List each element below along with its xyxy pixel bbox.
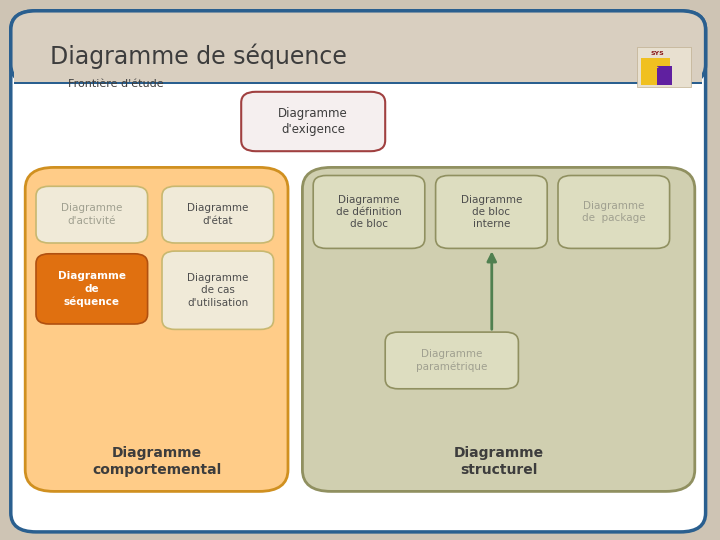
FancyBboxPatch shape bbox=[241, 92, 385, 151]
Text: Diagramme
d'activité: Diagramme d'activité bbox=[61, 204, 122, 226]
FancyBboxPatch shape bbox=[385, 332, 518, 389]
Bar bbox=[657, 66, 672, 85]
Text: Diagramme
d'exigence: Diagramme d'exigence bbox=[279, 107, 348, 136]
FancyBboxPatch shape bbox=[302, 167, 695, 491]
FancyBboxPatch shape bbox=[436, 176, 547, 248]
Bar bbox=[641, 58, 670, 85]
FancyBboxPatch shape bbox=[36, 254, 148, 324]
Bar bbox=[14, 82, 702, 84]
FancyBboxPatch shape bbox=[11, 11, 706, 84]
Text: Diagramme
de définition
de bloc: Diagramme de définition de bloc bbox=[336, 194, 402, 230]
Text: SYS: SYS bbox=[650, 51, 665, 56]
FancyBboxPatch shape bbox=[36, 186, 148, 243]
FancyBboxPatch shape bbox=[11, 11, 706, 532]
Text: Diagramme
de cas
d'utilisation: Diagramme de cas d'utilisation bbox=[187, 273, 248, 308]
Text: Frontière d'étude: Frontière d'étude bbox=[68, 79, 164, 89]
Text: Diagramme
de  package: Diagramme de package bbox=[582, 201, 646, 223]
Bar bbox=[14, 70, 702, 84]
FancyBboxPatch shape bbox=[558, 176, 670, 248]
Text: Diagramme de séquence: Diagramme de séquence bbox=[50, 44, 347, 70]
Bar bbox=[637, 47, 691, 87]
FancyBboxPatch shape bbox=[162, 186, 274, 243]
FancyBboxPatch shape bbox=[25, 167, 288, 491]
FancyBboxPatch shape bbox=[313, 176, 425, 248]
FancyBboxPatch shape bbox=[162, 251, 274, 329]
Text: Diagramme
comportemental: Diagramme comportemental bbox=[92, 446, 221, 477]
Text: Diagramme
structurel: Diagramme structurel bbox=[454, 446, 544, 477]
Text: ML: ML bbox=[645, 62, 658, 70]
Bar bbox=[14, 78, 702, 86]
Text: Diagramme
d'état: Diagramme d'état bbox=[187, 204, 248, 226]
Text: Diagramme
de bloc
interne: Diagramme de bloc interne bbox=[461, 194, 522, 230]
Text: Diagramme
de
séquence: Diagramme de séquence bbox=[58, 271, 126, 307]
Text: Diagramme
paramétrique: Diagramme paramétrique bbox=[416, 349, 487, 372]
